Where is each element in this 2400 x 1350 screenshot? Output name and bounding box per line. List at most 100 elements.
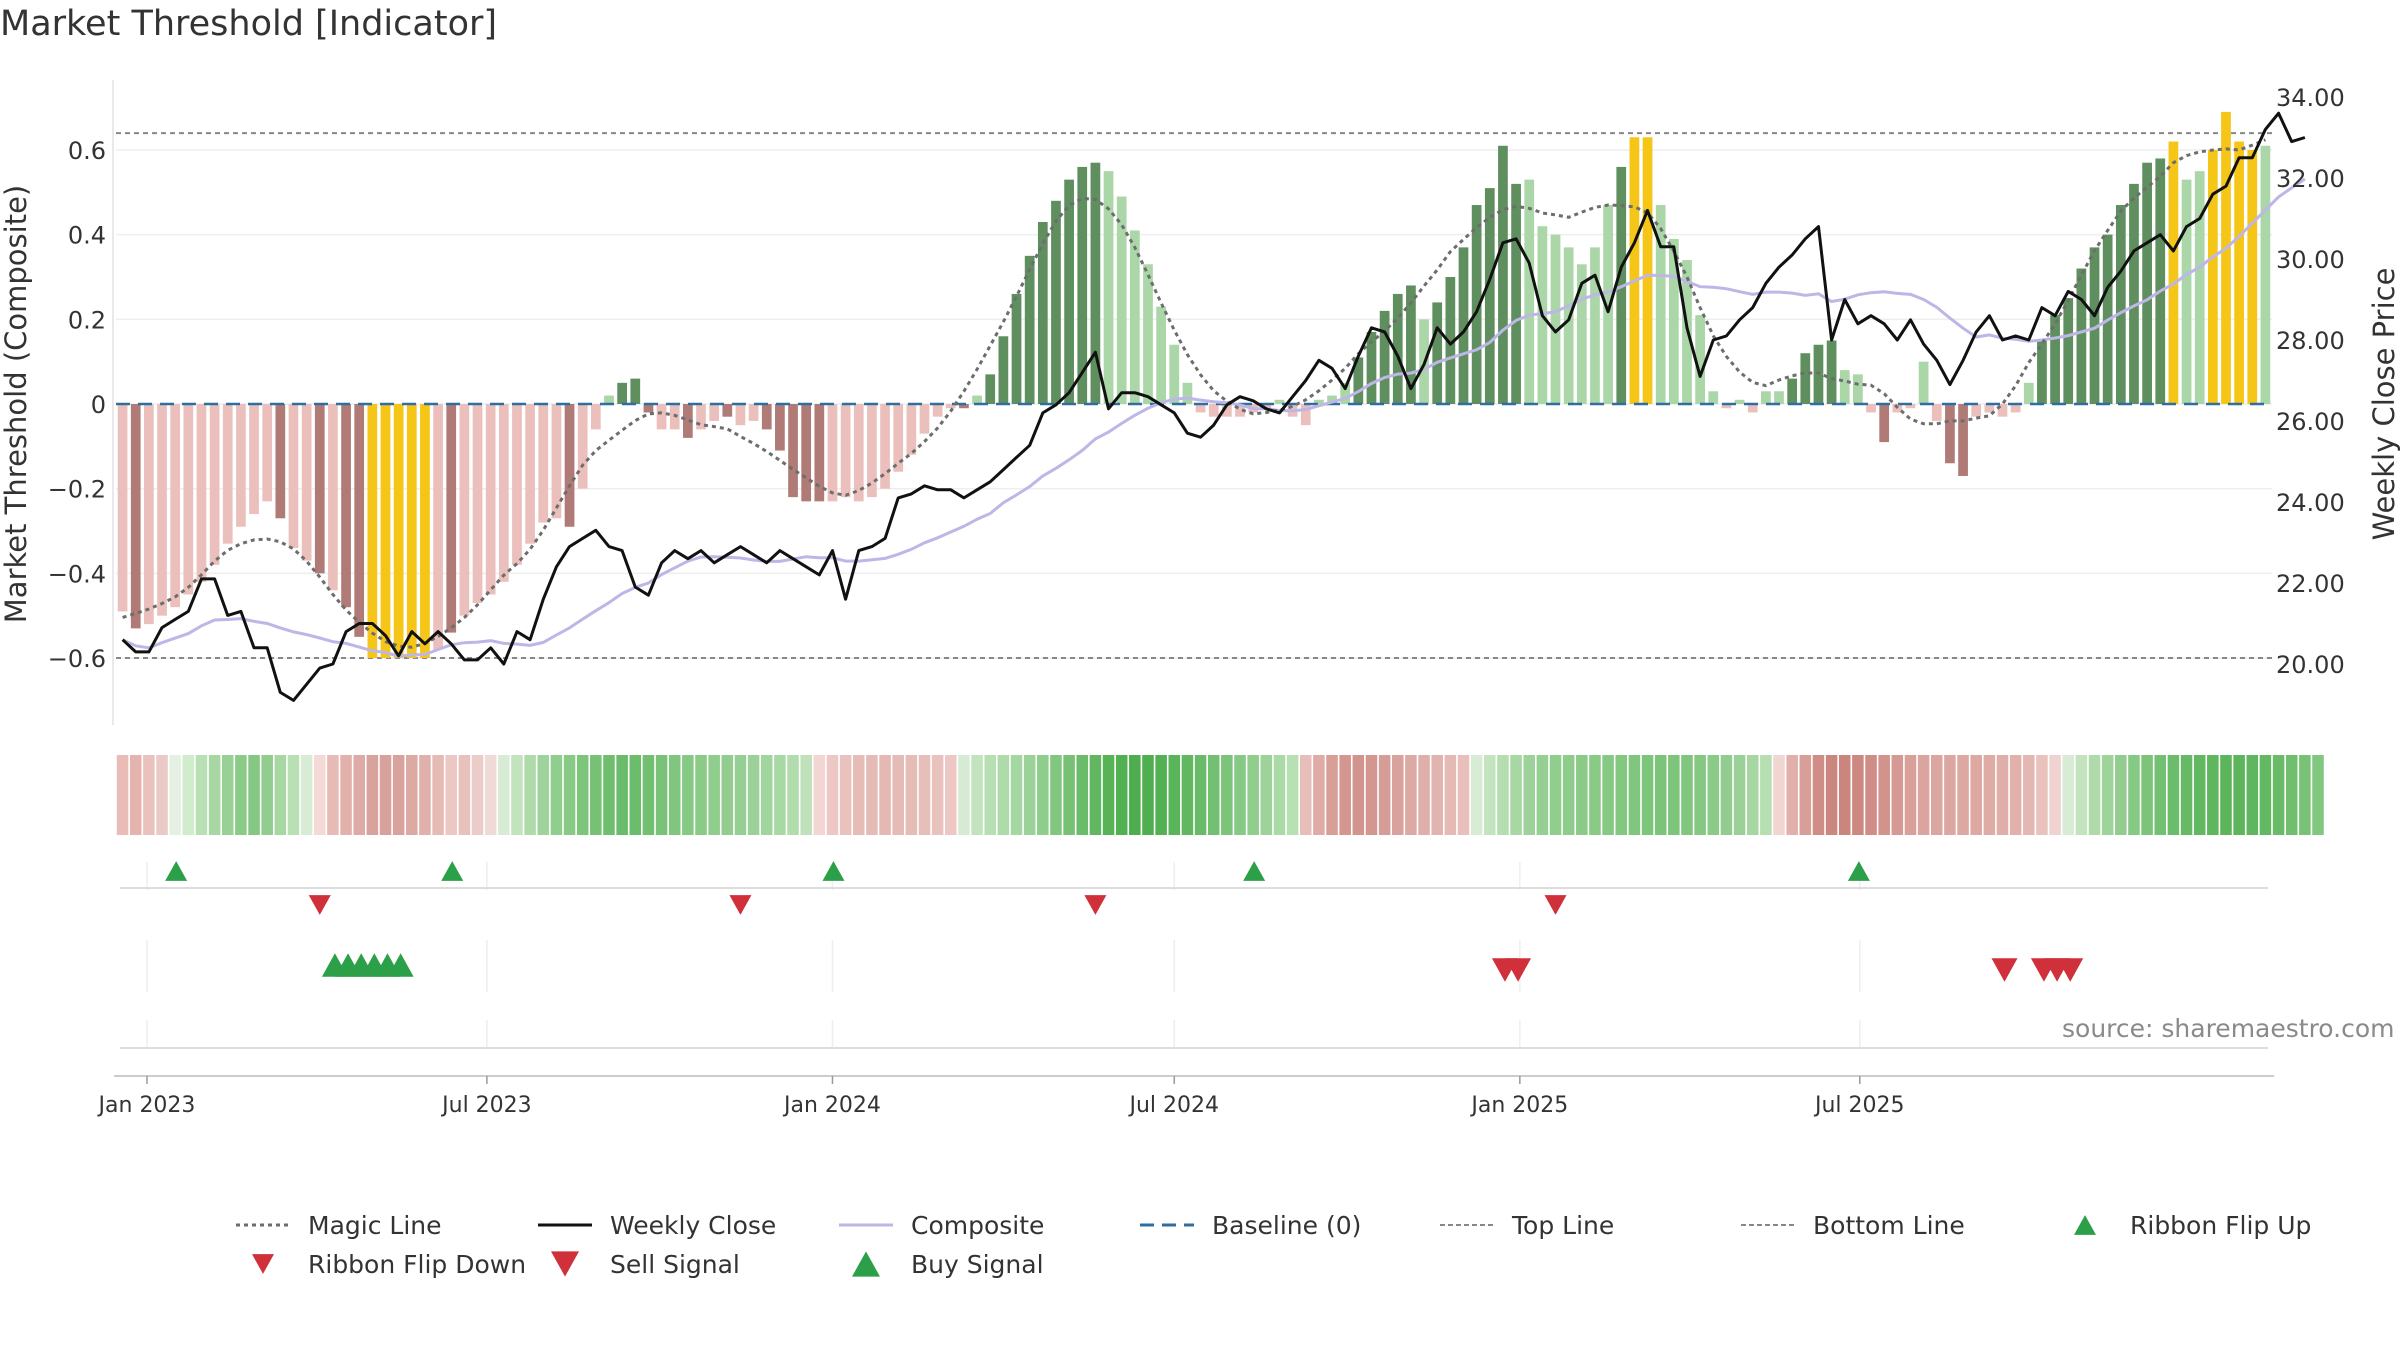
x-tick-label: Jul 2025 xyxy=(1813,1093,1905,1118)
ribbon-cell xyxy=(1944,755,1956,835)
composite-bar xyxy=(656,404,667,430)
ribbon-cell xyxy=(1865,755,1877,835)
composite-bar xyxy=(485,404,496,595)
composite-bar xyxy=(880,404,890,489)
composite-bar xyxy=(538,404,549,523)
composite-bar xyxy=(130,404,141,629)
ribbon-cell xyxy=(458,755,471,835)
composite-bar xyxy=(985,374,996,404)
legend-item: Sell Signal xyxy=(551,1250,740,1279)
y-tick-label: −0.6 xyxy=(48,645,106,673)
ribbon-cell xyxy=(419,755,431,835)
x-tick-label: Jan 2025 xyxy=(1469,1093,1568,1118)
ribbon-cell xyxy=(774,755,786,835)
ribbon-cell xyxy=(2115,755,2127,835)
composite-bar xyxy=(2142,162,2152,404)
ribbon-cell xyxy=(1076,755,1089,835)
ribbon-cell xyxy=(1286,755,1299,835)
composite-bar xyxy=(1116,196,1127,404)
ribbon-cell xyxy=(1681,755,1693,835)
ribbon-cell xyxy=(248,755,260,835)
composite-bar xyxy=(617,382,627,404)
ribbon-cell xyxy=(629,755,642,835)
legend-item: Magic Line xyxy=(236,1211,442,1240)
sell-signal-marker xyxy=(2057,958,2084,982)
ribbon-cell xyxy=(590,755,602,835)
legend-label: Top Line xyxy=(1511,1211,1614,1240)
ribbon-flip-up-marker xyxy=(165,861,188,881)
ribbon-cell xyxy=(1405,755,1417,835)
y-tick-label: −0.2 xyxy=(48,476,106,504)
composite-bar xyxy=(301,404,312,561)
legend-item: Baseline (0) xyxy=(1140,1211,1361,1240)
composite-bar xyxy=(1143,264,1153,404)
composite-bar xyxy=(1222,404,1232,417)
composite-bar xyxy=(1300,404,1311,426)
composite-bar xyxy=(1261,404,1272,409)
ribbon-cell xyxy=(1589,755,1601,835)
ribbon-cell xyxy=(2220,755,2232,835)
ribbon-cell xyxy=(353,755,365,835)
composite-bar xyxy=(1931,404,1942,421)
ribbon-cell xyxy=(1904,755,1917,835)
composite-bar xyxy=(1077,166,1088,404)
composite-bar xyxy=(183,404,194,595)
composite-bar xyxy=(170,404,181,608)
composite-bar xyxy=(1511,183,1521,404)
composite-bar xyxy=(1366,332,1377,404)
composite-bar xyxy=(459,404,470,616)
chart-title: Market Threshold [Indicator] xyxy=(0,4,498,44)
composite-bar xyxy=(775,404,785,451)
ribbon-cell xyxy=(1484,755,1496,835)
composite-bar xyxy=(1642,137,1653,405)
composite-bar xyxy=(1839,370,1850,404)
ribbon-cell xyxy=(813,755,826,835)
ribbon-cell xyxy=(169,755,181,835)
ribbon-cell xyxy=(313,755,326,835)
composite-bar xyxy=(564,404,575,527)
ribbon-cell xyxy=(2101,755,2114,835)
ribbon-cell xyxy=(300,755,313,835)
ribbon-cell xyxy=(2312,755,2324,835)
ribbon-cell xyxy=(839,755,852,835)
legend-swatch xyxy=(2074,1215,2096,1235)
ribbon-cell xyxy=(379,755,392,835)
composite-bar xyxy=(1471,205,1482,404)
composite-bar xyxy=(630,378,641,404)
x-tick-label: Jul 2023 xyxy=(440,1093,532,1118)
legend-item: Ribbon Flip Down xyxy=(252,1250,526,1279)
ribbon-cell xyxy=(760,755,773,835)
ribbon-cell xyxy=(392,755,405,835)
composite-bar xyxy=(604,395,614,404)
ribbon-flip-up-marker xyxy=(1847,861,1870,881)
composite-bar xyxy=(959,404,969,409)
ribbon-cell xyxy=(971,755,983,835)
composite-bar xyxy=(722,404,733,417)
composite-bar xyxy=(761,404,772,430)
legend-swatch xyxy=(252,1254,274,1274)
composite-bar xyxy=(209,404,220,565)
ribbon-cell xyxy=(1115,755,1128,835)
composite-bar xyxy=(1103,171,1114,404)
buy-signal-marker xyxy=(387,953,414,977)
ribbon-cell xyxy=(984,755,997,835)
ribbon-cell xyxy=(1970,755,1982,835)
ribbon-cell xyxy=(366,755,379,835)
ribbon-cell xyxy=(563,755,576,835)
composite-bar xyxy=(1090,162,1101,404)
ribbon-cell xyxy=(2062,755,2075,835)
ribbon-cell xyxy=(1181,755,1194,835)
ribbon-cell xyxy=(1339,755,1351,835)
composite-bar xyxy=(1879,404,1890,443)
ribbon-cell xyxy=(195,755,208,835)
ribbon-cell xyxy=(826,755,839,835)
composite-bar xyxy=(341,404,351,608)
legend-label: Composite xyxy=(911,1211,1044,1240)
composite-bar xyxy=(1208,404,1219,417)
ribbon-cell xyxy=(931,755,944,835)
ribbon-cell xyxy=(1760,755,1772,835)
ribbon-cell xyxy=(432,755,444,835)
composite-bar xyxy=(1590,247,1600,404)
composite-bar xyxy=(2207,150,2218,404)
composite-bar xyxy=(788,404,798,498)
